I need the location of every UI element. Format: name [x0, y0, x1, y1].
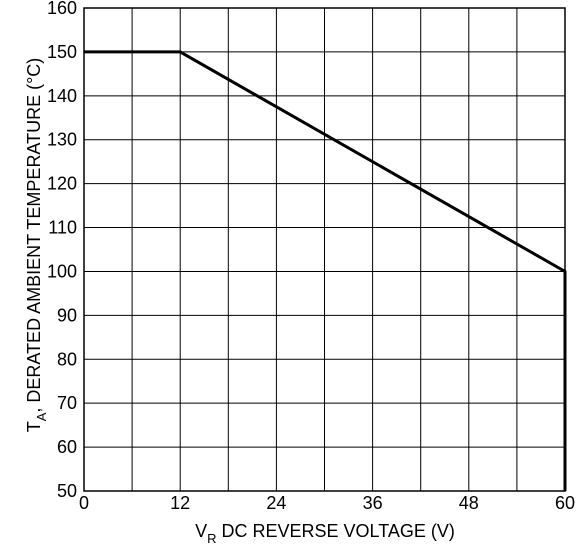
y-axis-label-subscript: A	[34, 412, 49, 421]
x-axis-label-prefix: V	[195, 521, 207, 541]
plot-frame	[83, 7, 566, 492]
y-axis-label: TA, DERATED AMBIENT TEMPERATURE (°C)	[24, 58, 49, 433]
x-tick-label: 36	[363, 493, 383, 513]
y-tick-label: 130	[47, 130, 77, 150]
x-tick-label: 60	[555, 493, 575, 513]
y-tick-label: 150	[47, 42, 77, 62]
x-axis-label: VR DC REVERSE VOLTAGE (V)	[195, 521, 455, 546]
y-tick-label: 80	[57, 349, 77, 369]
series-group	[83, 50, 567, 492]
y-tick-label: 110	[48, 218, 77, 238]
y-tick-label: 120	[47, 174, 77, 194]
x-axis-label-text: DC REVERSE VOLTAGE (V)	[217, 521, 455, 541]
x-tick-labels: 0 12 24 36 48 60	[79, 493, 575, 513]
grid-lines	[83, 7, 566, 492]
x-tick-label: 12	[170, 493, 190, 513]
data-point	[564, 490, 566, 492]
y-tick-label: 100	[47, 261, 77, 281]
y-tick-labels: 50 60 70 80 90 100 110 120 130 140 150 160	[47, 0, 77, 501]
series-line	[84, 50, 567, 491]
y-tick-label: 90	[57, 305, 77, 325]
y-tick-label: 70	[57, 393, 77, 413]
y-axis-label-prefix: T	[24, 421, 44, 432]
x-tick-label: 24	[266, 493, 286, 513]
y-tick-label: 60	[57, 437, 77, 457]
y-axis-label-text: , DERATED AMBIENT TEMPERATURE (°C)	[24, 58, 44, 413]
data-point	[179, 51, 181, 53]
y-tick-label: 140	[47, 86, 77, 106]
x-tick-label: 0	[79, 493, 89, 513]
y-tick-label: 160	[47, 0, 77, 18]
data-point	[83, 51, 85, 53]
y-tick-label: 50	[57, 481, 77, 501]
x-tick-label: 48	[459, 493, 479, 513]
data-point	[564, 270, 566, 273]
x-axis-label-subscript: R	[207, 531, 216, 546]
